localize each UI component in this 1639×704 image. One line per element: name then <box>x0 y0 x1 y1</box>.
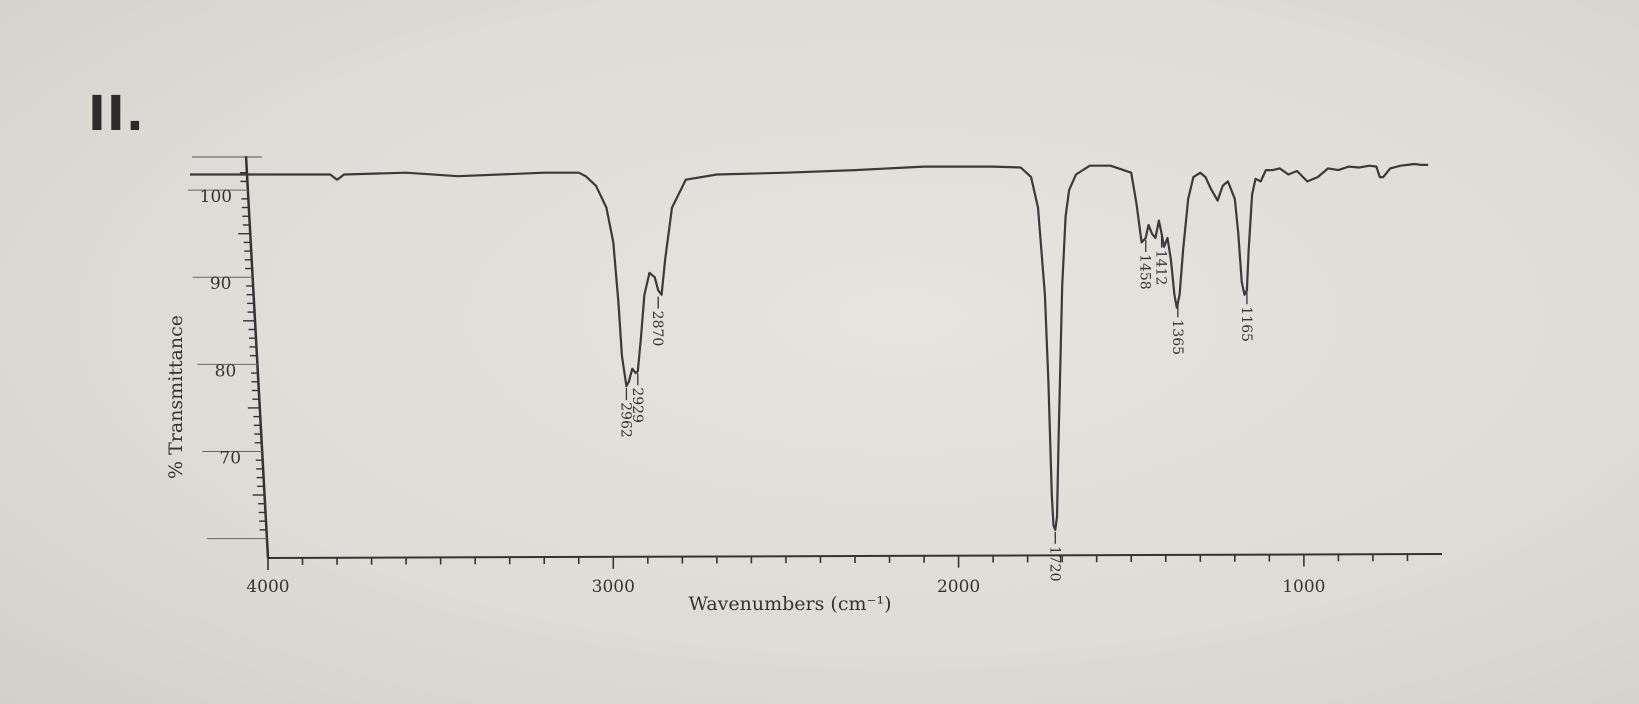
peak-annotation: 2962 <box>617 388 633 438</box>
series-line-transmittance <box>190 162 1429 531</box>
x-tick-label: 3000 <box>592 577 635 597</box>
x-minor-ticks <box>267 554 1409 570</box>
peak-annotation: 2870 <box>649 296 665 347</box>
peak-annotation: 1412 <box>1153 235 1169 286</box>
x-tick-label: 4000 <box>246 577 289 597</box>
y-tick-label: 90 <box>210 274 232 294</box>
y-tick-label: 70 <box>219 448 241 468</box>
y-axis-line <box>244 155 270 559</box>
peak-label: 1412 <box>1153 250 1169 286</box>
y-tick-labels: 100 90 80 70 <box>200 187 241 468</box>
peak-annotation: 1165 <box>1238 292 1254 342</box>
x-tick-label: 2000 <box>937 577 980 597</box>
peak-annotation: 1365 <box>1169 305 1185 355</box>
peak-label: 1365 <box>1169 319 1185 355</box>
peak-annotation: 2929 <box>629 373 645 423</box>
peak-label: 1720 <box>1046 546 1062 582</box>
peak-annotation: 1458 <box>1137 240 1153 290</box>
peak-annotation: 1720 <box>1046 531 1062 582</box>
x-tick-labels: 4000 3000 2000 1000 <box>246 577 1325 597</box>
chart-axes: 4000 3000 2000 1000 100 90 80 70 <box>187 155 1443 597</box>
y-tick-label: 100 <box>200 187 232 207</box>
y-axis-title: % Transmittance <box>165 315 187 479</box>
peak-label: 1165 <box>1238 306 1254 342</box>
problem-number-label: II. <box>88 86 145 142</box>
x-axis-title: Wavenumbers (cm⁻¹) <box>688 593 891 615</box>
y-minor-ticks <box>187 172 268 540</box>
y-tick-label: 80 <box>215 361 237 381</box>
x-tick-label: 1000 <box>1282 577 1325 597</box>
peak-label: 2929 <box>629 387 645 423</box>
peak-label: 2962 <box>617 402 633 438</box>
peak-label: 2870 <box>649 311 665 347</box>
peak-label: 1458 <box>1137 254 1153 290</box>
